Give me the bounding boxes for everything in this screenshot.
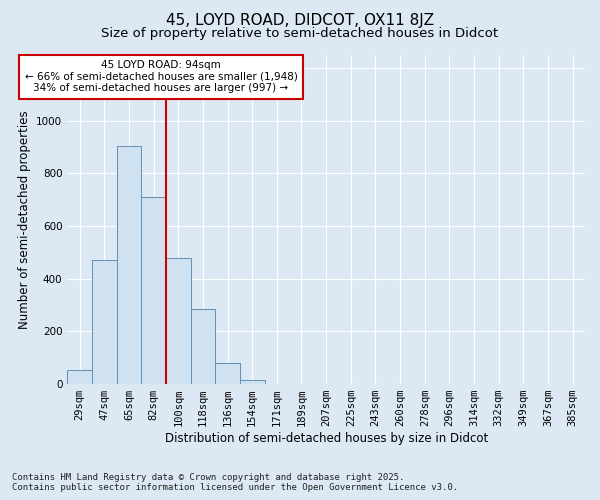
Y-axis label: Number of semi-detached properties: Number of semi-detached properties bbox=[17, 110, 31, 329]
Text: Contains HM Land Registry data © Crown copyright and database right 2025.
Contai: Contains HM Land Registry data © Crown c… bbox=[12, 473, 458, 492]
Bar bbox=[215, 363, 240, 384]
X-axis label: Distribution of semi-detached houses by size in Didcot: Distribution of semi-detached houses by … bbox=[164, 432, 488, 445]
Bar bbox=[92, 260, 116, 384]
Bar bbox=[191, 309, 215, 384]
Bar bbox=[67, 370, 92, 384]
Bar bbox=[240, 380, 265, 384]
Text: 45, LOYD ROAD, DIDCOT, OX11 8JZ: 45, LOYD ROAD, DIDCOT, OX11 8JZ bbox=[166, 12, 434, 28]
Text: 45 LOYD ROAD: 94sqm
← 66% of semi-detached houses are smaller (1,948)
34% of sem: 45 LOYD ROAD: 94sqm ← 66% of semi-detach… bbox=[25, 60, 298, 94]
Text: Size of property relative to semi-detached houses in Didcot: Size of property relative to semi-detach… bbox=[101, 28, 499, 40]
Bar bbox=[141, 197, 166, 384]
Bar bbox=[166, 258, 191, 384]
Bar bbox=[116, 146, 141, 384]
